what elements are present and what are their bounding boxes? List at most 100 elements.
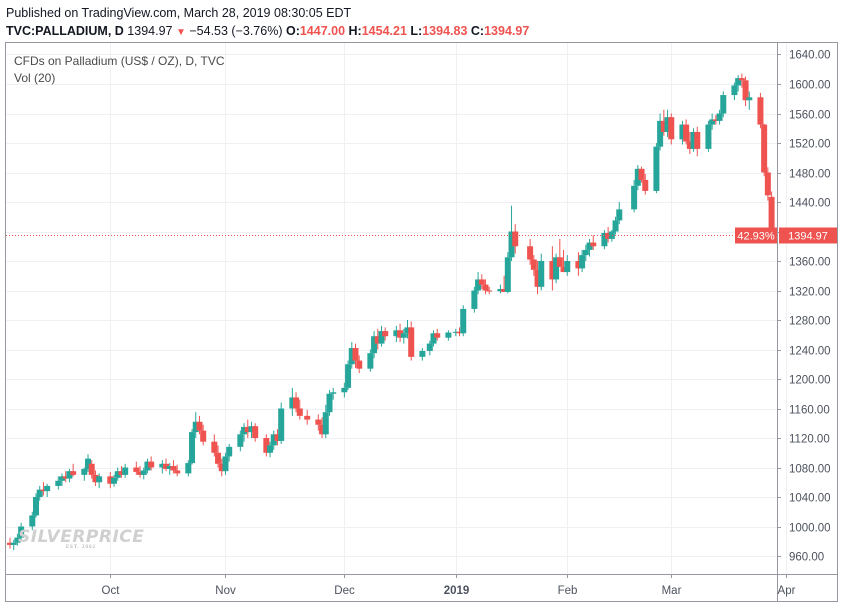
candle [122, 463, 129, 478]
candle [319, 417, 326, 438]
candle [378, 325, 385, 347]
candle [10, 539, 17, 551]
candle-body [293, 397, 300, 409]
candle-body [62, 476, 69, 479]
candle-body [200, 430, 207, 442]
candle-body [81, 468, 88, 475]
candle [660, 109, 667, 136]
candle [237, 430, 244, 452]
candle-body [226, 446, 233, 457]
candle-body [107, 476, 114, 484]
last-price: 1394.97 [127, 24, 173, 38]
candle-body [475, 279, 482, 291]
candle-body [382, 331, 389, 337]
candle [374, 328, 381, 350]
chart-frame[interactable] [5, 42, 838, 602]
candle [764, 167, 771, 201]
candle-body [742, 80, 749, 101]
candle [501, 275, 508, 292]
high-value: 1454.21 [361, 24, 407, 38]
candle-body [501, 289, 508, 292]
y-tick-label: 1520.00 [789, 139, 831, 151]
candle-body [757, 97, 764, 125]
candle-body [538, 261, 545, 287]
x-tick-label: Oct [102, 585, 121, 597]
candle [341, 382, 348, 398]
candle-body [10, 542, 17, 545]
candle [59, 473, 66, 486]
candle-body [322, 412, 329, 435]
candle-body [44, 485, 51, 492]
candle-body [215, 452, 222, 464]
candle [330, 387, 337, 400]
candle [731, 82, 738, 101]
candle [382, 327, 389, 341]
candle-body [111, 477, 118, 484]
candle [348, 342, 355, 369]
y-tick-label: 1040.00 [789, 493, 831, 505]
candle [582, 244, 589, 261]
y-tick-label: 1280.00 [789, 316, 831, 328]
candle [631, 179, 638, 213]
y-tick-label: 1240.00 [789, 346, 831, 358]
candle-body [185, 463, 192, 474]
candle-body [244, 426, 251, 433]
candle [192, 412, 199, 438]
candle-body [527, 246, 534, 260]
candle-body [709, 119, 716, 125]
candle-body [564, 261, 571, 273]
candle [404, 320, 411, 339]
candle-body [114, 471, 121, 478]
candle-body [582, 249, 589, 256]
candle [189, 429, 196, 465]
candle [612, 216, 619, 235]
candle-body [764, 172, 771, 196]
candle [92, 470, 99, 486]
y-tick-label: 1600.00 [789, 80, 831, 92]
candle-body [170, 466, 177, 471]
candle-body [426, 343, 433, 351]
candle-body [289, 397, 296, 409]
candle [315, 414, 322, 431]
candle-body [601, 232, 608, 247]
candle-body [159, 463, 166, 468]
candle-body [196, 421, 203, 431]
candle [270, 430, 277, 450]
candle-body [738, 78, 745, 81]
candle-body [400, 333, 407, 338]
candle [211, 434, 218, 457]
candle [322, 404, 329, 438]
candle-body [122, 467, 129, 475]
candle [527, 238, 534, 265]
price-axis: 960.00 1000.00 1040.00 1080.00 1120.00 1160.0… [777, 43, 831, 602]
close-value: 1394.97 [484, 24, 530, 38]
change-value: −54.53 (−3.76%) [189, 24, 283, 38]
candle [430, 330, 437, 347]
candle [140, 467, 147, 480]
candle [534, 261, 541, 295]
candle [159, 460, 166, 474]
candle [241, 423, 248, 442]
close-label: C: [470, 24, 485, 38]
candle [761, 123, 768, 177]
candle [549, 246, 556, 291]
candle [586, 238, 593, 257]
candle-body [222, 456, 229, 472]
candle [278, 402, 285, 444]
candle-body [85, 458, 92, 469]
candle-body [508, 231, 515, 258]
candle-body [686, 141, 693, 149]
candle [694, 126, 701, 157]
candle [352, 343, 359, 368]
candle [118, 466, 125, 478]
candle-body [486, 290, 493, 292]
candle-body [497, 289, 504, 292]
candle-body [716, 113, 723, 121]
candle [252, 423, 259, 442]
candle [55, 476, 62, 490]
candle-body [712, 119, 719, 121]
candle-body [768, 196, 775, 236]
candle [222, 452, 229, 475]
candle-body [296, 408, 303, 416]
